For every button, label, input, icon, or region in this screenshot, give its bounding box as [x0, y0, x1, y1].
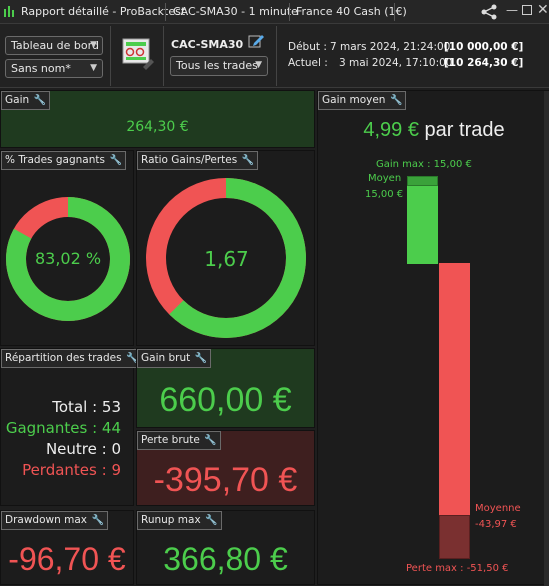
distribution-list: Total : 53 Gagnantes : 44 Neutre : 0 Per… — [6, 397, 121, 481]
neutral-label: Neutre : — [45, 440, 107, 458]
distribution-panel: Répartition des trades 🔧 Total : 53 Gagna… — [0, 348, 143, 506]
losers-label: Perdantes : — [22, 461, 107, 479]
window-title: Rapport détaillé - ProBacktest — [21, 5, 186, 18]
toolbar: Tableau de bord ▼ Sans nom* ▼ CAC-SMA30 To… — [0, 24, 549, 88]
minimize-icon[interactable]: — — [506, 3, 518, 17]
avg-gain-title[interactable]: Gain moyen 🔧 — [318, 91, 407, 110]
gross-gain-value: 660,00 € — [159, 381, 292, 419]
gain-bar — [407, 176, 438, 264]
total-label: Total : — [52, 398, 98, 416]
runup-title-label: Runup max — [141, 514, 201, 526]
gain-value: 264,30 € — [126, 119, 189, 135]
strategy-name: CAC-SMA30 — [171, 38, 244, 51]
maximize-icon[interactable] — [522, 5, 532, 15]
win-rate-panel: % Trades gagnants 🔧 83,02 % — [0, 150, 134, 346]
gross-gain-title-label: Gain brut — [141, 352, 191, 364]
losers-value: 9 — [111, 461, 121, 479]
trades-filter-select[interactable]: Tous les trades ▼ — [170, 56, 268, 76]
runup-value: 366,80 € — [163, 541, 288, 577]
avg-loss-marker — [439, 515, 470, 559]
gain-panel: Gain 🔧 264,30 € — [0, 90, 315, 148]
close-icon[interactable]: ✕ — [537, 2, 549, 18]
chevron-down-icon: ▼ — [255, 60, 262, 70]
gain-max-label: Gain max : 15,00 € — [376, 159, 472, 170]
avg-win-value: 15,00 € — [365, 189, 404, 200]
view-select[interactable]: Tableau de bord ▼ — [5, 36, 103, 55]
win-rate-value: 83,02 % — [34, 249, 102, 268]
drawdown-title[interactable]: Drawdown max 🔧 — [1, 511, 108, 530]
instrument-title: France 40 Cash (1€) — [296, 5, 407, 18]
current-label: Actuel : — [288, 57, 328, 69]
ratio-title[interactable]: Ratio Gains/Pertes 🔧 — [137, 151, 259, 170]
drawdown-title-label: Drawdown max — [5, 514, 87, 526]
win-rate-title[interactable]: % Trades gagnants 🔧 — [1, 151, 126, 170]
wrench-icon[interactable]: 🔧 — [91, 515, 104, 526]
start-date: 7 mars 2024, 21:24:00 — [330, 41, 451, 53]
current-capital: [10 264,30 €] — [444, 57, 524, 69]
wrench-icon[interactable]: 🔧 — [204, 435, 217, 446]
winners-value: 44 — [101, 419, 121, 437]
gain-title[interactable]: Gain 🔧 — [1, 91, 51, 110]
win-rate-title-label: % Trades gagnants — [5, 154, 105, 166]
gross-loss-panel: Perte brute 🔧 -395,70 € — [136, 430, 315, 506]
title-bar: Rapport détaillé - ProBacktest CAC-SMA30… — [0, 0, 549, 24]
avg-gain-value: 4,99 € — [363, 119, 419, 141]
backtest-code-icon[interactable] — [121, 37, 155, 71]
distribution-title[interactable]: Répartition des trades 🔧 — [1, 349, 143, 368]
scrollbar[interactable] — [544, 91, 549, 586]
runup-panel: Runup max 🔧 366,80 € — [136, 510, 315, 585]
avg-gain-suffix: par trade — [424, 119, 505, 141]
gross-gain-panel: Gain brut 🔧 660,00 € — [136, 348, 315, 428]
donut-win-arc — [6, 197, 130, 321]
donut-gain-arc — [146, 178, 306, 338]
name-select-value: Sans nom* — [11, 62, 71, 75]
view-select-value: Tableau de bord — [11, 39, 99, 52]
neutral-value: 0 — [111, 440, 121, 458]
app-icon — [4, 6, 14, 17]
chevron-down-icon: ▼ — [90, 63, 97, 73]
avg-loss-value: -43,97 € — [475, 519, 517, 530]
avg-win-label: Moyen — [368, 173, 402, 184]
wrench-icon[interactable]: 🔧 — [33, 95, 47, 106]
gain-title-label: Gain — [5, 94, 30, 106]
chevron-down-icon: ▼ — [90, 40, 97, 50]
drawdown-panel: Drawdown max 🔧 -96,70 € — [0, 510, 134, 585]
gross-gain-title[interactable]: Gain brut 🔧 — [137, 349, 212, 368]
winners-label: Gagnantes : — [5, 419, 98, 437]
edit-icon[interactable] — [248, 33, 264, 49]
wrench-icon[interactable]: 🔧 — [241, 155, 255, 166]
total-value: 53 — [101, 398, 121, 416]
drawdown-value: -96,70 € — [8, 541, 126, 577]
distribution-title-label: Répartition des trades — [5, 352, 122, 364]
avg-gain-headline: 4,99 € par trade — [318, 119, 549, 142]
avg-gain-title-label: Gain moyen — [322, 94, 386, 106]
wrench-icon[interactable]: 🔧 — [109, 155, 122, 166]
wrench-icon[interactable]: 🔧 — [205, 515, 218, 526]
loss-bar — [439, 263, 470, 559]
share-icon[interactable] — [480, 4, 498, 20]
trades-filter-value: Tous les trades — [176, 59, 258, 72]
strategy-title: CAC-SMA30 - 1 minute — [173, 5, 298, 18]
wrench-icon[interactable]: 🔧 — [390, 95, 403, 106]
wrench-icon[interactable]: 🔧 — [126, 353, 139, 364]
gross-loss-title[interactable]: Perte brute 🔧 — [137, 431, 221, 450]
ratio-value: 1,67 — [204, 247, 249, 271]
ratio-donut — [146, 178, 306, 338]
runup-title[interactable]: Runup max 🔧 — [137, 511, 222, 530]
gross-loss-value: -395,70 € — [153, 461, 298, 499]
ratio-title-label: Ratio Gains/Pertes — [141, 154, 238, 166]
start-capital: [10 000,00 €] — [444, 41, 524, 53]
win-rate-donut — [6, 197, 130, 321]
avg-win-marker — [407, 176, 438, 186]
current-date: 3 mai 2024, 17:10:00 — [339, 57, 453, 69]
name-select[interactable]: Sans nom* ▼ — [5, 59, 103, 78]
start-label: Début : — [288, 41, 327, 53]
avg-loss-label: Moyenne — [475, 503, 521, 514]
loss-max-label: Perte max : -51,50 € — [406, 563, 509, 574]
gross-loss-title-label: Perte brute — [141, 434, 200, 446]
wrench-icon[interactable]: 🔧 — [194, 353, 208, 364]
avg-gain-panel: Gain moyen 🔧 4,99 € par trade Gain max : … — [317, 90, 549, 586]
ratio-panel: Ratio Gains/Pertes 🔧 1,67 — [136, 150, 315, 346]
